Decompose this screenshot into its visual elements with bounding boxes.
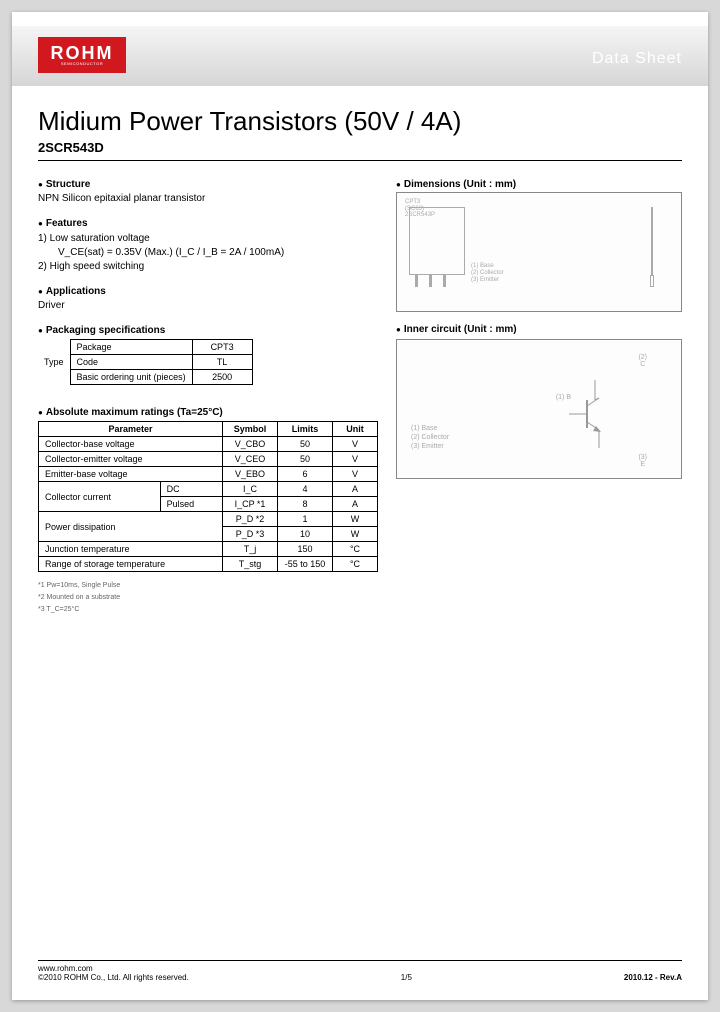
pkg-rowlabel: Type [38, 340, 70, 385]
datasheet-page: ROHM SEMICONDUCTOR Data Sheet Midium Pow… [12, 12, 708, 1000]
inner-heading: Inner circuit (Unit : mm) [396, 324, 682, 335]
packaging-heading: Packaging specifications [38, 325, 378, 336]
footnote-3: *3 T_C=25°C [38, 604, 378, 616]
footnotes: *1 Pw=10ms, Single Pulse *2 Mounted on a… [38, 580, 378, 616]
package-leads-icon [415, 275, 446, 287]
applications-text: Driver [38, 299, 378, 313]
dimensions-heading: Dimensions (Unit : mm) [396, 179, 682, 190]
abs-header-row: Parameter Symbol Limits Unit [39, 422, 378, 437]
pin-e-label: (3) E [638, 454, 647, 468]
abs-heading: Absolute maximum ratings (Ta=25°C) [38, 407, 378, 418]
abs-h1: Symbol [223, 422, 278, 437]
footnote-2: *2 Mounted on a substrate [38, 592, 378, 604]
page-title: Midium Power Transistors (50V / 4A) [38, 106, 682, 137]
footnote-1: *1 Pw=10ms, Single Pulse [38, 580, 378, 592]
footer-page: 1/5 [401, 973, 412, 982]
circuit-labels: (1) Base (2) Collector (3) Emitter [411, 424, 449, 451]
transistor-symbol-icon [569, 380, 621, 448]
brand-logo: ROHM SEMICONDUCTOR [38, 37, 126, 73]
brand-subtitle: SEMICONDUCTOR [61, 62, 103, 66]
content-columns: Structure NPN Silicon epitaxial planar t… [38, 171, 682, 616]
pkg-v1: TL [192, 355, 252, 370]
packaging-table: Type Package CPT3 Code TL Basic ordering… [38, 339, 253, 385]
header-band: ROHM SEMICONDUCTOR Data Sheet [12, 26, 708, 86]
abs-ratings-table: Parameter Symbol Limits Unit Collector-b… [38, 421, 378, 572]
package-outline-icon [409, 207, 465, 275]
pkg-k0: Package [70, 340, 192, 355]
pkg-k1: Code [70, 355, 192, 370]
feature-2: 2) High speed switching [38, 260, 378, 274]
part-number: 2SCR543D [38, 140, 682, 161]
pkg-k2: Basic ordering unit (pieces) [70, 370, 192, 385]
abs-h3: Unit [333, 422, 378, 437]
dimensions-drawing: CPT3 (SC63) 2SCR543P (1) Base (2) Collec… [396, 192, 682, 312]
footer-rev: 2010.12 - Rev.A [624, 973, 682, 982]
page-footer: www.rohm.com ©2010 ROHM Co., Ltd. All ri… [38, 960, 682, 982]
left-column: Structure NPN Silicon epitaxial planar t… [38, 171, 378, 616]
pkg-v2: 2500 [192, 370, 252, 385]
feature-1: 1) Low saturation voltage [38, 232, 378, 246]
features-list: 1) Low saturation voltage V_CE(sat) = 0.… [38, 232, 378, 274]
pin-labels: (1) Base (2) Collector (3) Emitter [471, 263, 504, 285]
abs-h0: Parameter [39, 422, 223, 437]
features-heading: Features [38, 218, 378, 229]
pin-c-label: (2) C [638, 354, 647, 368]
footer-copyright: ©2010 ROHM Co., Ltd. All rights reserved… [38, 973, 189, 982]
abs-h2: Limits [278, 422, 333, 437]
datasheet-label: Data Sheet [592, 50, 682, 68]
package-side-icon [651, 207, 653, 275]
structure-text: NPN Silicon epitaxial planar transistor [38, 192, 378, 206]
right-column: Dimensions (Unit : mm) CPT3 (SC63) 2SCR5… [396, 171, 682, 616]
package-side-lead-icon [650, 275, 654, 287]
applications-heading: Applications [38, 286, 378, 297]
footer-url: www.rohm.com [38, 964, 189, 973]
footer-left: www.rohm.com ©2010 ROHM Co., Ltd. All ri… [38, 964, 189, 982]
brand-name: ROHM [51, 44, 114, 62]
structure-heading: Structure [38, 179, 378, 190]
feature-1-detail: V_CE(sat) = 0.35V (Max.) (I_C / I_B = 2A… [38, 246, 378, 260]
inner-circuit-drawing: (2) C (1) B (3) E (1) Base (2) Collector… [396, 339, 682, 479]
pkg-v0: CPT3 [192, 340, 252, 355]
